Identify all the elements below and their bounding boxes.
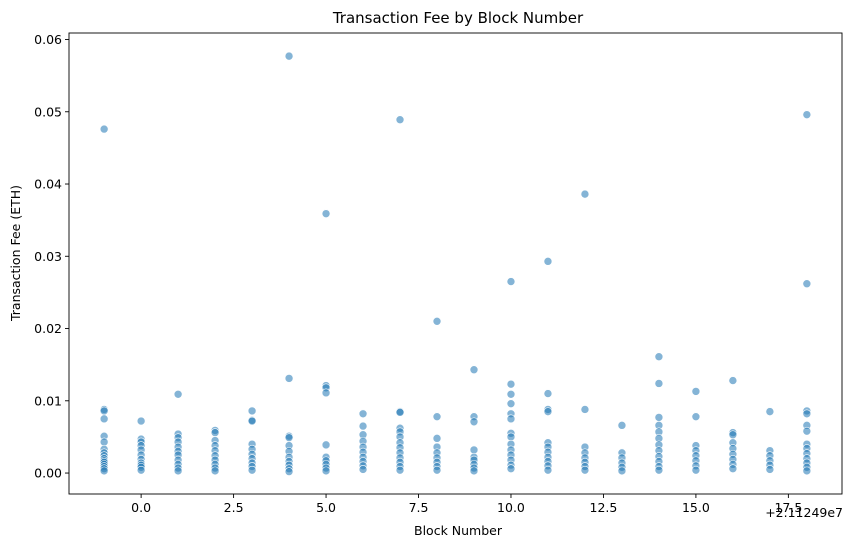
- x-axis-label: Block Number: [414, 523, 503, 538]
- data-point: [395, 465, 405, 475]
- data-point: [284, 51, 294, 61]
- data-point: [617, 466, 627, 476]
- data-point: [469, 417, 479, 427]
- y-axis-ticks: 0.00 0.01 0.02 0.03 0.04 0.05 0.06: [34, 32, 69, 481]
- data-point: [321, 440, 331, 450]
- data-point: [395, 115, 405, 125]
- data-point: [506, 389, 516, 399]
- data-point: [691, 387, 701, 396]
- points-layer: [99, 51, 812, 476]
- data-point: [99, 124, 109, 134]
- data-point: [728, 376, 738, 385]
- data-point: [543, 389, 553, 398]
- data-point: [506, 464, 516, 474]
- data-point: [358, 421, 368, 431]
- data-point: [543, 407, 553, 416]
- data-point: [469, 445, 479, 455]
- data-point: [99, 414, 109, 424]
- y-tick-label: 0.04: [34, 177, 62, 192]
- x-axis-offset-label: +2.11249e7: [765, 505, 843, 520]
- data-point: [284, 374, 294, 383]
- x-axis-ticks: 0.0 2.5 5.0 7.5 10.0 12.5 15.0 17.5: [131, 494, 802, 515]
- data-point: [247, 465, 257, 475]
- chart-title: Transaction Fee by Block Number: [332, 9, 584, 27]
- data-point: [432, 412, 442, 421]
- data-point: [802, 409, 812, 419]
- data-point: [432, 317, 442, 326]
- data-point: [136, 416, 146, 426]
- y-tick-label: 0.01: [34, 393, 62, 408]
- data-point: [543, 465, 553, 475]
- data-point: [210, 428, 220, 437]
- data-point: [321, 388, 331, 398]
- y-axis-label: Transaction Fee (ETH): [8, 185, 23, 322]
- data-point: [691, 412, 701, 421]
- data-point: [617, 421, 627, 430]
- data-point: [358, 409, 368, 419]
- data-point: [506, 277, 516, 286]
- data-point: [654, 465, 664, 475]
- y-tick-label: 0.06: [34, 32, 62, 47]
- data-point: [802, 110, 812, 119]
- data-point: [247, 416, 257, 426]
- data-point: [506, 414, 516, 424]
- y-tick-label: 0.02: [34, 321, 62, 336]
- data-point: [469, 466, 479, 476]
- data-point: [802, 466, 812, 476]
- data-point: [284, 467, 294, 476]
- x-tick-label: 17.5: [774, 500, 802, 515]
- x-tick-label: 15.0: [682, 500, 710, 515]
- data-point: [506, 432, 516, 442]
- data-point: [247, 406, 257, 416]
- data-point: [543, 257, 553, 266]
- data-point: [284, 433, 294, 442]
- data-point: [506, 399, 516, 408]
- x-tick-label: 12.5: [590, 500, 618, 515]
- data-point: [99, 406, 109, 416]
- data-point: [765, 407, 775, 416]
- x-tick-label: 10.0: [497, 500, 525, 515]
- data-point: [691, 465, 701, 475]
- data-point: [321, 209, 331, 218]
- data-point: [802, 426, 812, 436]
- data-point: [654, 413, 664, 422]
- data-point: [728, 430, 738, 440]
- x-tick-label: 0.0: [131, 500, 151, 515]
- data-point: [210, 466, 220, 476]
- plot-area: [68, 32, 843, 495]
- x-tick-label: 2.5: [224, 500, 244, 515]
- data-point: [321, 466, 331, 476]
- data-point: [654, 379, 664, 388]
- data-point: [432, 434, 442, 443]
- data-point: [802, 279, 812, 289]
- data-point: [432, 465, 442, 475]
- data-point: [99, 466, 109, 476]
- plot-frame: [68, 32, 843, 495]
- data-point: [580, 189, 590, 199]
- data-point: [395, 408, 405, 417]
- data-point: [765, 465, 775, 474]
- data-point: [358, 465, 368, 474]
- data-point: [506, 379, 516, 389]
- data-point: [580, 465, 590, 475]
- data-point: [580, 405, 590, 414]
- x-tick-label: 5.0: [316, 500, 336, 515]
- y-tick-label: 0.05: [34, 104, 62, 119]
- data-point: [173, 389, 183, 399]
- y-tick-label: 0.03: [34, 249, 62, 264]
- data-point: [654, 352, 664, 362]
- data-point: [99, 437, 109, 447]
- data-point: [173, 466, 183, 476]
- data-point: [136, 465, 146, 475]
- data-point: [728, 464, 738, 474]
- data-point: [469, 365, 479, 375]
- x-tick-label: 7.5: [409, 500, 429, 515]
- y-tick-label: 0.00: [34, 466, 62, 481]
